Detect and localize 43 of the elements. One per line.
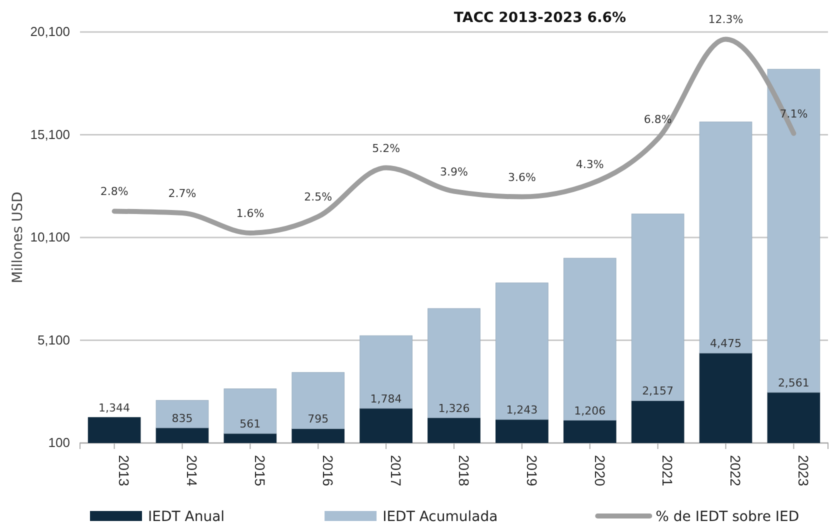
data-label: 2,157: [642, 384, 674, 398]
data-label: 12.3%: [708, 13, 744, 26]
data-label: 6.8%: [644, 112, 672, 126]
data-label: 835: [172, 412, 193, 425]
data-label: 4.3%: [576, 158, 604, 172]
data-label: 795: [308, 412, 329, 426]
data-label: 1,243: [506, 404, 538, 417]
data-label: 7.1%: [780, 107, 808, 120]
data-label: 1,784: [370, 392, 402, 406]
legend-label: IEDT Anual: [148, 509, 225, 525]
data-label: 2.7%: [168, 187, 196, 200]
x-tick-label: 2021: [660, 455, 676, 486]
x-tick-label: 2014: [184, 455, 200, 486]
y-tick-label: 20,100: [30, 24, 70, 40]
y-tick-label: 15,100: [30, 126, 70, 142]
x-tick-label: 2019: [524, 455, 540, 486]
x-tick-label: 2015: [252, 455, 268, 486]
data-label: 5.2%: [372, 142, 400, 155]
y-axis-title: Millones USD: [10, 192, 26, 284]
x-tick-label: 2017: [388, 455, 404, 486]
data-label: 1,326: [438, 402, 470, 415]
data-label: 1,344: [98, 401, 130, 414]
x-tick-label: 2020: [592, 455, 608, 486]
x-tick-label: 2023: [796, 455, 812, 486]
chart-title: TACC 2013-2023 6.6%: [454, 10, 626, 26]
data-label: 2.8%: [100, 185, 128, 198]
x-tick-label: 2016: [320, 455, 336, 486]
data-label: 4,475: [710, 337, 742, 350]
y-tick-label: 10,100: [30, 230, 70, 245]
y-tick-label: 5,100: [37, 332, 70, 348]
x-tick-label: 2013: [116, 455, 132, 486]
data-label: 1.6%: [236, 206, 264, 220]
data-label: 3.6%: [508, 170, 536, 184]
data-label: 3.9%: [440, 165, 468, 178]
x-tick-label: 2022: [728, 455, 744, 486]
data-label: 1,206: [574, 404, 606, 418]
data-label: 561: [240, 418, 261, 431]
x-tick-label: 2018: [456, 455, 472, 486]
y-tick-label: 100: [48, 435, 70, 450]
legend-label: % de IEDT sobre IED: [656, 509, 800, 525]
data-label: 2.5%: [304, 190, 332, 204]
data-label: 2,561: [778, 376, 810, 390]
legend-label: IEDT Acumulada: [382, 509, 498, 525]
